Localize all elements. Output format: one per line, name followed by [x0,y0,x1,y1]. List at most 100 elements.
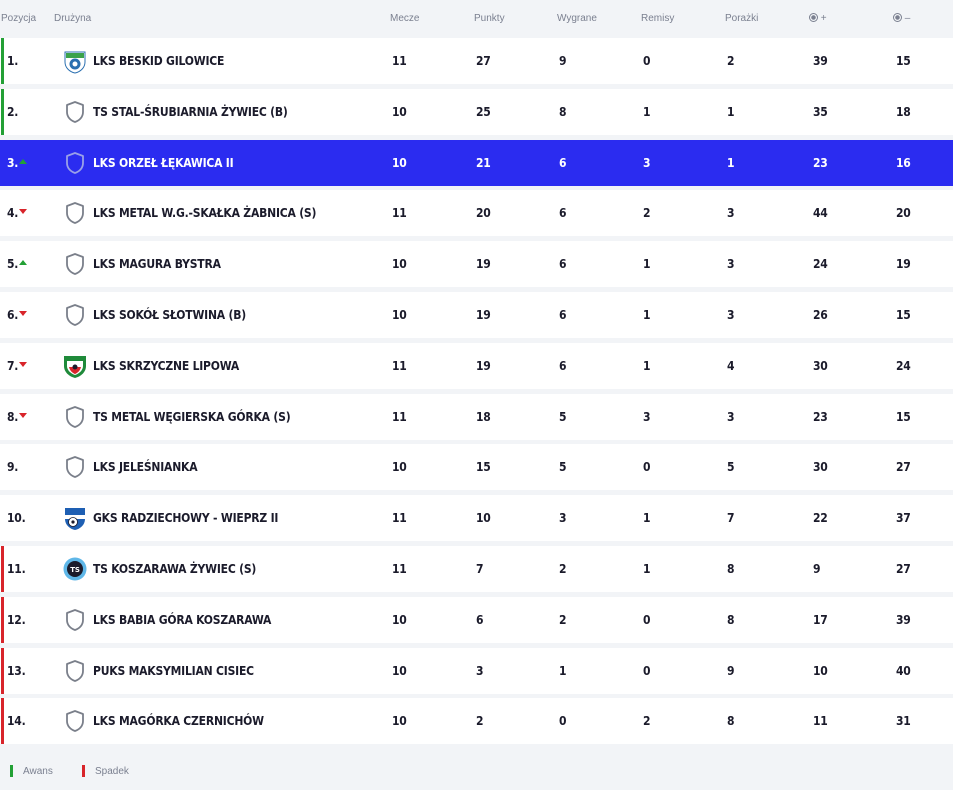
table-row[interactable]: 7. LKS Skrzyczne Lipowa 11 19 6 1 4 30 24 [0,342,953,389]
team-name-link[interactable]: TS Stal-Śrubiarnia Żywiec (B) [93,104,288,119]
team-name-link[interactable]: LKS Orzeł Łękawica II [93,155,234,170]
goals-against-cell: 27 [896,561,911,576]
table-header: Pozycja Drużyna Mecze Punkty Wygrane Rem… [0,0,953,38]
draws-cell: 1 [643,511,651,526]
wins-cell: 6 [559,307,567,322]
losses-cell: 3 [727,307,735,322]
shield-icon [62,251,88,277]
position-cell: 8. [7,409,19,424]
goals-against-cell: 20 [896,206,911,221]
table-row[interactable]: 10. GKS Radziechowy - Wieprz II 11 10 3 1 7 22 3… [0,495,953,542]
team-name-link[interactable]: LKS Jeleśnianka [93,460,198,475]
relegation-marker [82,765,85,777]
goals-against-cell: 15 [896,409,911,424]
matches-cell: 11 [392,409,407,424]
points-cell: 2 [476,714,484,729]
arrow-up-icon [19,260,27,266]
header-draws: Remisy [641,13,675,24]
points-cell: 27 [476,54,491,68]
header-position: Pozycja [1,13,37,24]
team-name-link[interactable]: TS Koszarawa Żywiec (S) [93,561,257,576]
table-row[interactable]: 3. LKS Orzeł Łękawica II 10 21 6 3 1 23 16 [0,139,953,186]
wins-cell: 8 [559,104,567,119]
losses-cell: 8 [727,612,735,627]
losses-cell: 8 [727,714,735,729]
table-row[interactable]: 11. TS TS Koszarawa Żywiec (S) 11 7 2 1 8 9 27 [0,545,953,592]
matches-cell: 10 [392,612,407,627]
position-cell: 9. [7,460,19,475]
shield-icon [62,200,88,226]
matches-cell: 10 [392,155,407,170]
table-row[interactable]: 2. TS Stal-Śrubiarnia Żywiec (B) 10 25 8 1 1 35… [0,88,953,135]
draws-cell: 3 [643,409,651,424]
table-row[interactable]: 1. LKS Beskid Gilowice 11 27 9 0 2 39 15 [0,38,953,84]
team-crest-icon: TS [62,556,88,582]
ball-icon [893,13,902,22]
team-name-link[interactable]: PUKS Maksymilian Cisiec [93,663,254,678]
losses-cell: 1 [727,155,735,170]
shield-icon [62,454,88,480]
table-body: 1. LKS Beskid Gilowice 11 27 9 0 2 39 15 2. TS Sta… [0,38,953,745]
position-cell: 14. [7,714,26,729]
table-row[interactable]: 12. LKS Babia Góra Koszarawa 10 6 2 0 8 17 39 [0,596,953,643]
matches-cell: 11 [392,358,407,373]
table-row[interactable]: 4. LKS Metal W.G.-Skałka Żabnica (S) 11 20 6… [0,190,953,237]
goals-against-cell: 40 [896,663,911,678]
arrow-down-icon [19,209,27,215]
table-row[interactable]: 8. TS Metal Węgierska Górka (S) 11 18 5 3 3 23 1… [0,393,953,440]
draws-cell: 1 [643,104,651,119]
points-cell: 20 [476,206,491,221]
team-name-link[interactable]: LKS Magura Bystra [93,257,221,272]
losses-cell: 5 [727,460,735,475]
team-name-link[interactable]: LKS Skrzyczne Lipowa [93,358,240,373]
goals-for-cell: 11 [813,714,828,729]
goals-for-cell: 26 [813,307,828,322]
draws-cell: 0 [643,460,651,475]
position-cell: 11. [7,561,26,576]
wins-cell: 6 [559,155,567,170]
relegation-zone-bar [1,545,4,592]
matches-cell: 11 [392,561,407,576]
draws-cell: 2 [643,206,651,221]
points-cell: 15 [476,460,491,475]
matches-cell: 11 [392,511,407,526]
shield-icon [62,99,88,125]
team-name-link[interactable]: LKS Metal W.G.-Skałka Żabnica (S) [93,206,317,221]
table-row[interactable]: 13. PUKS Maksymilian Cisiec 10 3 1 0 9 10 40 [0,647,953,694]
table-row[interactable]: 6. LKS Sokół Słotwina (B) 10 19 6 1 3 26 15 [0,291,953,338]
table-row[interactable]: 14. LKS Magórka Czernichów 10 2 0 2 8 11 31 [0,698,953,745]
losses-cell: 3 [727,206,735,221]
goals-against-cell: 24 [896,358,911,373]
goals-for-cell: 23 [813,155,828,170]
goals-for-cell: 44 [813,206,828,221]
team-name-link[interactable]: TS Metal Węgierska Górka (S) [93,409,291,424]
position-cell: 1. [7,54,19,68]
matches-cell: 10 [392,663,407,678]
header-team: Drużyna [54,13,92,24]
losses-cell: 4 [727,358,735,373]
team-name-link[interactable]: LKS Sokół Słotwina (B) [93,307,247,322]
arrow-down-icon [19,412,27,418]
points-cell: 19 [476,358,491,373]
table-row[interactable]: 9. LKS Jeleśnianka 10 15 5 0 5 30 27 [0,444,953,491]
draws-cell: 1 [643,358,651,373]
team-crest-icon [62,48,88,74]
draws-cell: 1 [643,307,651,322]
team-name-link[interactable]: LKS Beskid Gilowice [93,54,225,68]
team-name-link[interactable]: LKS Magórka Czernichów [93,714,264,729]
position-cell: 10. [7,511,26,526]
table-row[interactable]: 5. LKS Magura Bystra 10 19 6 1 3 24 19 [0,241,953,288]
wins-cell: 2 [559,612,567,627]
points-cell: 25 [476,104,491,119]
matches-cell: 10 [392,460,407,475]
draws-cell: 2 [643,714,651,729]
team-name-link[interactable]: LKS Babia Góra Koszarawa [93,612,272,627]
matches-cell: 11 [392,54,407,68]
goals-against-cell: 19 [896,257,911,272]
goals-for-cell: 35 [813,104,828,119]
team-name-link[interactable]: GKS Radziechowy - Wieprz II [93,511,279,526]
header-goals-against: – [893,13,910,24]
team-crest-icon [62,353,88,379]
matches-cell: 10 [392,104,407,119]
losses-cell: 9 [727,663,735,678]
